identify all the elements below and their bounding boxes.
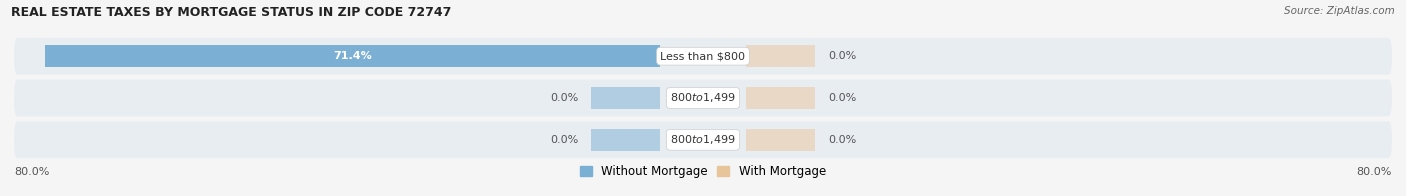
Text: 80.0%: 80.0% [14,167,49,177]
Text: 0.0%: 0.0% [828,51,856,61]
Text: 0.0%: 0.0% [550,93,578,103]
Bar [747,87,815,109]
Text: Source: ZipAtlas.com: Source: ZipAtlas.com [1284,6,1395,16]
Text: 71.4%: 71.4% [333,51,371,61]
Bar [45,45,659,67]
Bar [591,129,659,151]
Text: REAL ESTATE TAXES BY MORTGAGE STATUS IN ZIP CODE 72747: REAL ESTATE TAXES BY MORTGAGE STATUS IN … [11,6,451,19]
Bar [591,87,659,109]
Legend: Without Mortgage, With Mortgage: Without Mortgage, With Mortgage [575,160,831,182]
Text: 0.0%: 0.0% [550,135,578,145]
FancyBboxPatch shape [14,80,1392,116]
Text: 0.0%: 0.0% [828,93,856,103]
FancyBboxPatch shape [14,121,1392,158]
Bar [747,129,815,151]
Bar [747,45,815,67]
Text: $800 to $1,499: $800 to $1,499 [671,133,735,146]
Text: 0.0%: 0.0% [828,135,856,145]
Text: $800 to $1,499: $800 to $1,499 [671,92,735,104]
Text: Less than $800: Less than $800 [661,51,745,61]
Text: 80.0%: 80.0% [1357,167,1392,177]
FancyBboxPatch shape [14,38,1392,75]
